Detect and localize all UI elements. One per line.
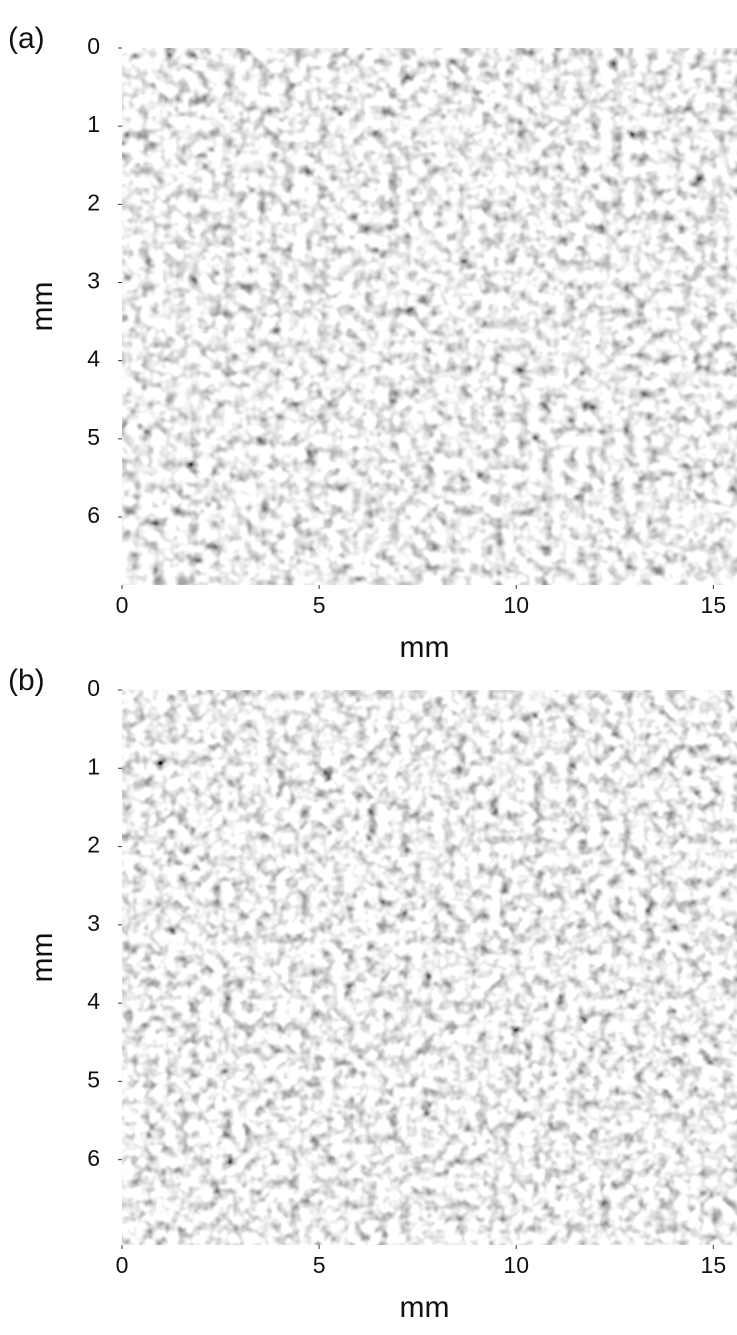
speckle-image xyxy=(122,48,737,585)
y-tick-label: 6 xyxy=(87,502,100,528)
x-tick-label: 0 xyxy=(116,592,129,618)
x-axis-label: mm xyxy=(400,1291,450,1324)
y-tick-label: 1 xyxy=(87,753,100,779)
x-tick-label: 10 xyxy=(503,592,529,618)
y-tick-label: 2 xyxy=(87,832,100,858)
y-tick-label: 4 xyxy=(87,346,100,372)
y-tick-label: 3 xyxy=(87,268,100,294)
y-axis-label: mm xyxy=(26,933,59,983)
y-tick-label: 5 xyxy=(87,1066,100,1092)
x-tick-label: 0 xyxy=(116,1252,129,1278)
panel-label: (b) xyxy=(8,664,45,697)
x-tick-label: 15 xyxy=(701,592,727,618)
speckle-image xyxy=(122,690,737,1245)
y-axis-label: mm xyxy=(26,282,59,332)
x-tick-label: 5 xyxy=(313,592,326,618)
panel-label: (a) xyxy=(8,22,45,55)
y-tick-label: 5 xyxy=(87,424,100,450)
x-axis-label: mm xyxy=(400,631,450,664)
y-tick-label: 3 xyxy=(87,910,100,936)
y-tick-label: 0 xyxy=(87,33,100,59)
y-tick-label: 6 xyxy=(87,1145,100,1171)
y-tick-label: 0 xyxy=(87,675,100,701)
x-tick-label: 5 xyxy=(313,1252,326,1278)
y-tick-label: 1 xyxy=(87,111,100,137)
y-tick-label: 2 xyxy=(87,189,100,215)
y-tick-label: 4 xyxy=(87,988,100,1014)
x-tick-label: 15 xyxy=(701,1252,727,1278)
x-tick-label: 10 xyxy=(503,1252,529,1278)
